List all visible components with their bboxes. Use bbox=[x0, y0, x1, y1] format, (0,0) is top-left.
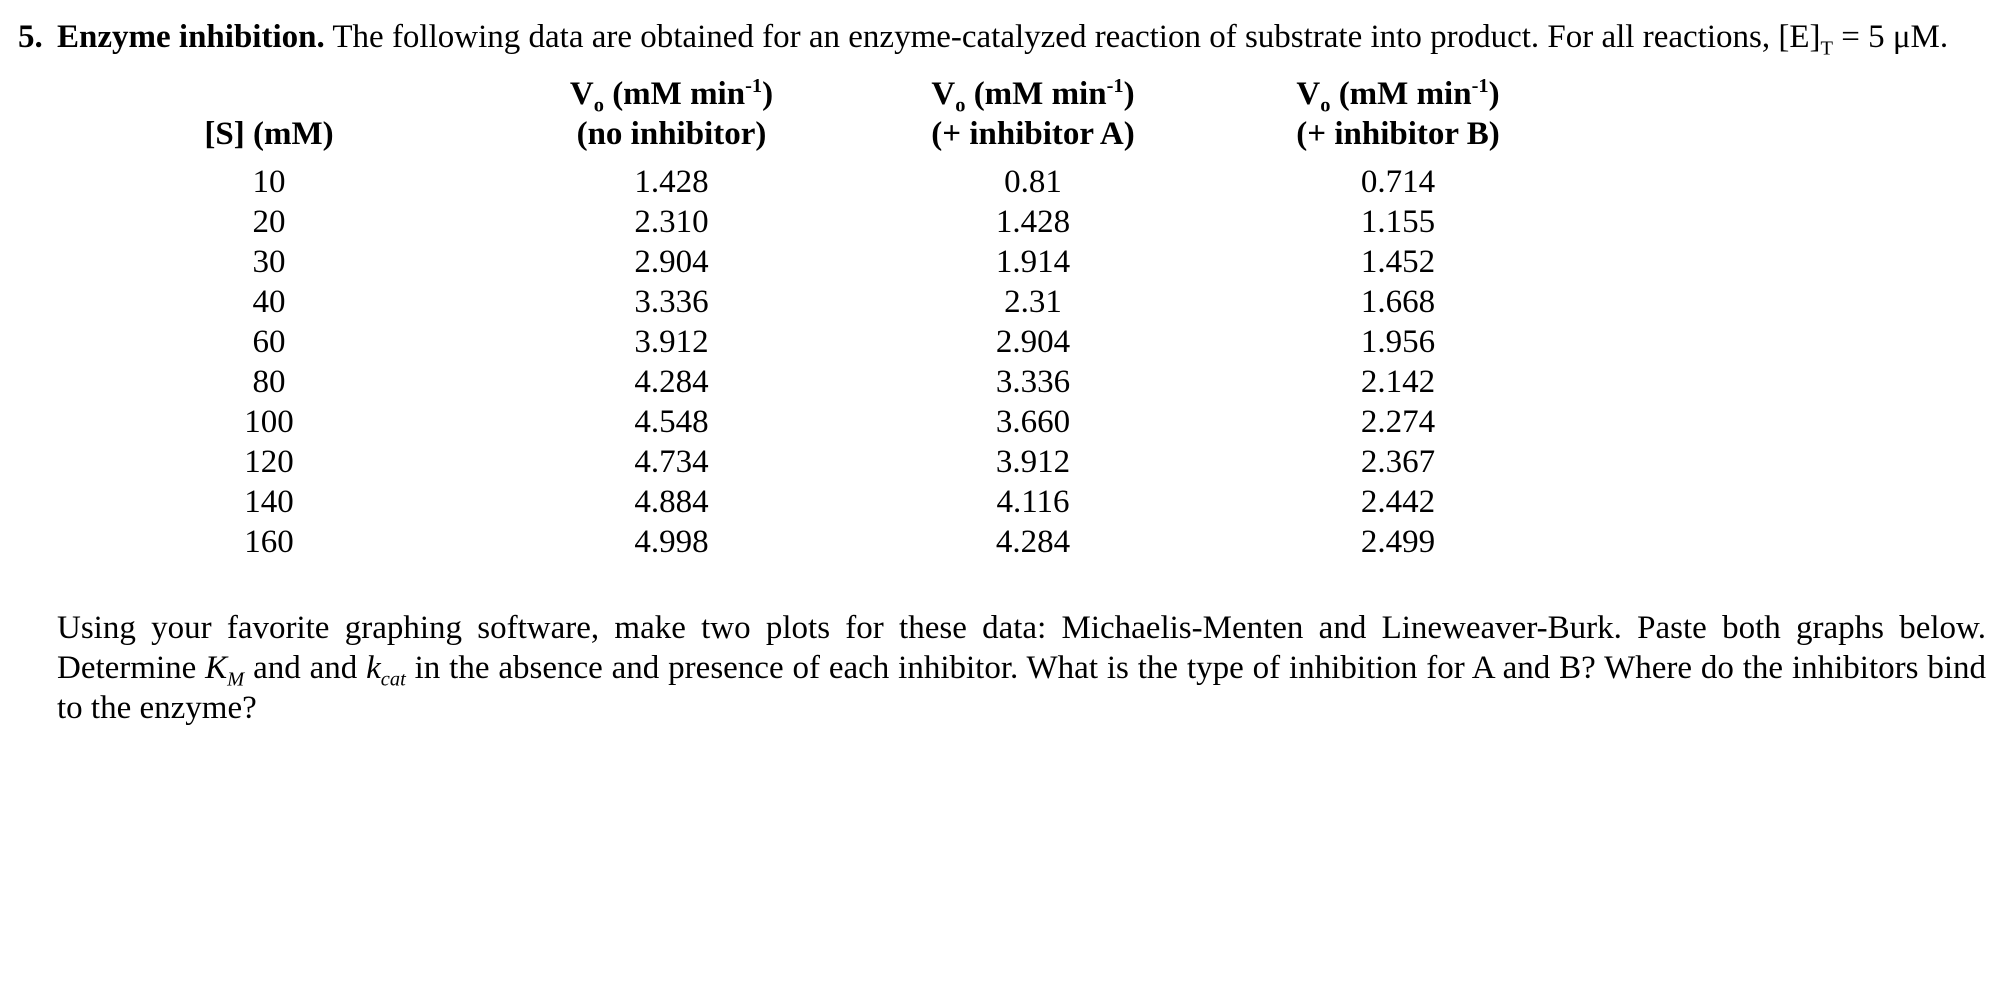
vo-inhibitor-b-value: 2.442 bbox=[1360, 484, 1436, 520]
inhibitor-a-header: (+ inhibitor A) bbox=[931, 116, 1135, 152]
vo-symbol-sub: o bbox=[955, 94, 966, 117]
problem-statement: 5. Enzyme inhibition. The following data… bbox=[18, 16, 1986, 60]
vo-no-inhibitor-value: 4.884 bbox=[634, 484, 709, 520]
s-value: 80 bbox=[252, 364, 286, 400]
vo-no-inhibitor-value: 4.734 bbox=[634, 444, 709, 480]
problem-number: 5. bbox=[18, 19, 43, 55]
vo-no-inhibitor-value: 2.310 bbox=[634, 204, 709, 240]
vo-inhibitor-a-value: 2.31 bbox=[1004, 284, 1062, 320]
vo-symbol-sub: o bbox=[1320, 94, 1331, 117]
vo-inhibitor-a-value: 4.284 bbox=[995, 524, 1071, 560]
table-row: 100 4.548 3.660 2.274 bbox=[53, 402, 1588, 442]
vo-no-inhibitor-value: 3.912 bbox=[634, 324, 709, 360]
vo-inhibitor-a-value: 3.336 bbox=[995, 364, 1071, 400]
table-row: 20 2.310 1.428 1.155 bbox=[53, 202, 1588, 242]
vo-inhibitor-b-value: 2.142 bbox=[1360, 364, 1436, 400]
vo-inhibitor-b-value: 1.452 bbox=[1360, 244, 1436, 280]
problem-title: Enzyme inhibition. bbox=[57, 19, 325, 55]
vo-units-exponent: -1 bbox=[1471, 75, 1489, 97]
s-value: 60 bbox=[252, 324, 286, 360]
vo-inhibitor-a-value: 3.912 bbox=[995, 444, 1071, 480]
table-row: 40 3.336 2.31 1.668 bbox=[53, 282, 1588, 322]
closing-paragraph: Using your favorite graphing software, m… bbox=[57, 608, 1986, 728]
vo-symbol: V bbox=[931, 76, 956, 112]
vo-no-inhibitor-value: 4.284 bbox=[634, 364, 709, 400]
s-column-header: [S] (mM) bbox=[204, 116, 334, 152]
document-page: 5. Enzyme inhibition. The following data… bbox=[18, 16, 1986, 728]
vo-units-close: ) bbox=[1488, 76, 1500, 112]
vo-inhibitor-b-value: 1.155 bbox=[1360, 204, 1436, 240]
vo-header-no-inhibitor: Vo (mM min-1) bbox=[485, 74, 858, 117]
s-value: 140 bbox=[244, 484, 294, 520]
table-row: 120 4.734 3.912 2.367 bbox=[53, 442, 1588, 482]
s-header-spacer bbox=[53, 74, 485, 114]
kcat-subscript: cat bbox=[380, 668, 406, 691]
vo-units-exponent: -1 bbox=[745, 75, 763, 97]
kcat-base: k bbox=[366, 650, 381, 686]
e-total-subscript: T bbox=[1820, 37, 1833, 60]
vo-units-open: (mM min bbox=[603, 76, 746, 112]
kinetics-data-table: Vo (mM min-1) Vo (mM min-1) Vo (mM min-1… bbox=[53, 74, 1588, 562]
vo-inhibitor-b-value: 1.668 bbox=[1360, 284, 1436, 320]
intro-text-part-1: The following data are obtained for an e… bbox=[324, 19, 1821, 55]
vo-inhibitor-b-value: 2.499 bbox=[1360, 524, 1436, 560]
vo-units-close: ) bbox=[762, 76, 774, 112]
vo-no-inhibitor-value: 4.998 bbox=[634, 524, 709, 560]
vo-units-exponent: -1 bbox=[1106, 75, 1124, 97]
vo-no-inhibitor-value: 1.428 bbox=[634, 164, 709, 200]
km-subscript: M bbox=[227, 668, 245, 691]
table-header-row-conditions: [S] (mM) (no inhibitor) (+ inhibitor A) … bbox=[53, 114, 1588, 154]
vo-header-inhibitor-a: Vo (mM min-1) bbox=[858, 74, 1208, 117]
vo-no-inhibitor-value: 2.904 bbox=[634, 244, 709, 280]
vo-inhibitor-b-value: 2.274 bbox=[1360, 404, 1436, 440]
s-value: 40 bbox=[252, 284, 286, 320]
vo-no-inhibitor-value: 4.548 bbox=[634, 404, 709, 440]
closing-text-part-2: and and bbox=[244, 650, 367, 686]
vo-inhibitor-a-value: 1.428 bbox=[995, 204, 1071, 240]
vo-symbol: V bbox=[569, 76, 594, 112]
vo-inhibitor-a-value: 1.914 bbox=[995, 244, 1071, 280]
closing-text-part-3: in the absence and presence of each inhi… bbox=[57, 650, 1987, 726]
table-row: 160 4.998 4.284 2.499 bbox=[53, 522, 1588, 562]
vo-inhibitor-a-value: 3.660 bbox=[995, 404, 1071, 440]
s-value: 100 bbox=[244, 404, 294, 440]
vo-symbol: V bbox=[1296, 76, 1321, 112]
table-row: 140 4.884 4.116 2.442 bbox=[53, 482, 1588, 522]
vo-inhibitor-a-value: 2.904 bbox=[995, 324, 1071, 360]
table-row: 10 1.428 0.81 0.714 bbox=[53, 154, 1588, 202]
closing-text-part-1: Using your favorite graphing software, m… bbox=[57, 610, 1986, 686]
no-inhibitor-header: (no inhibitor) bbox=[576, 116, 767, 152]
problem-intro-text: Enzyme inhibition. The following data ar… bbox=[57, 16, 1986, 60]
table-row: 30 2.904 1.914 1.452 bbox=[53, 242, 1588, 282]
table-row: 60 3.912 2.904 1.956 bbox=[53, 322, 1588, 362]
kcat-symbol: kcat bbox=[366, 650, 406, 690]
s-value: 20 bbox=[252, 204, 286, 240]
vo-symbol-sub: o bbox=[593, 94, 604, 117]
vo-inhibitor-b-value: 0.714 bbox=[1360, 164, 1436, 200]
s-value: 10 bbox=[252, 164, 286, 200]
vo-inhibitor-b-value: 2.367 bbox=[1360, 444, 1436, 480]
table-row: 80 4.284 3.336 2.142 bbox=[53, 362, 1588, 402]
vo-header-inhibitor-b: Vo (mM min-1) bbox=[1208, 74, 1588, 117]
vo-units-close: ) bbox=[1123, 76, 1135, 112]
km-symbol: KM bbox=[205, 650, 244, 690]
inhibitor-b-header: (+ inhibitor B) bbox=[1296, 116, 1500, 152]
s-value: 160 bbox=[244, 524, 294, 560]
vo-inhibitor-a-value: 4.116 bbox=[996, 484, 1070, 520]
vo-inhibitor-b-value: 1.956 bbox=[1360, 324, 1436, 360]
km-base: K bbox=[205, 650, 228, 686]
vo-units-open: (mM min bbox=[965, 76, 1107, 112]
vo-no-inhibitor-value: 3.336 bbox=[634, 284, 709, 320]
vo-inhibitor-a-value: 0.81 bbox=[1004, 164, 1062, 200]
vo-units-open: (mM min bbox=[1330, 76, 1472, 112]
intro-text-part-2: = 5 μM. bbox=[1832, 19, 1949, 55]
table-header-row-units: Vo (mM min-1) Vo (mM min-1) Vo (mM min-1… bbox=[53, 74, 1588, 117]
s-value: 30 bbox=[252, 244, 286, 280]
s-value: 120 bbox=[244, 444, 294, 480]
